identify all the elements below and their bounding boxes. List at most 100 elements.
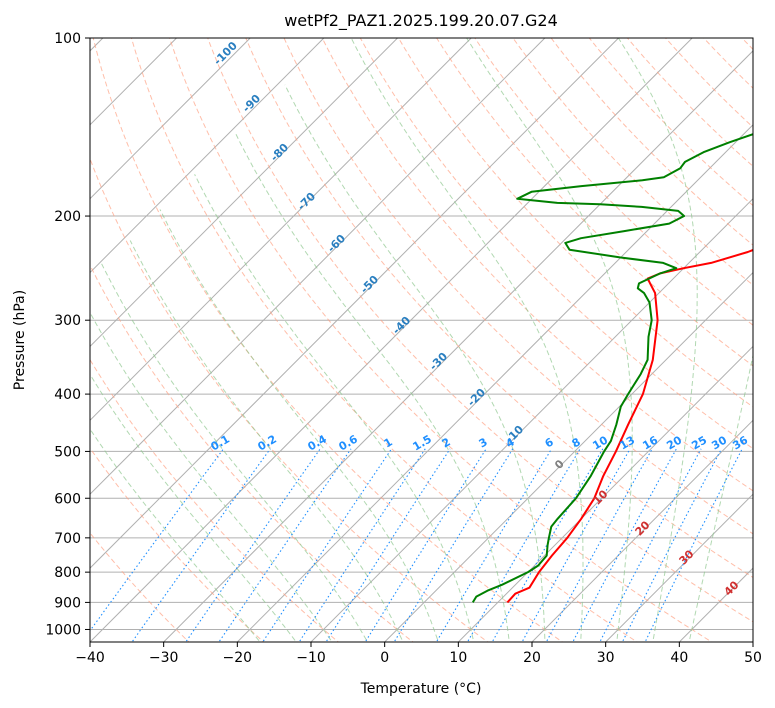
dry-adiabat-label: 30: [677, 547, 697, 567]
y-tick-label: 300: [54, 313, 81, 329]
dry-adiabat: [90, 157, 489, 642]
dry-adiabat: [474, 38, 753, 326]
x-tick-label: 20: [523, 650, 541, 666]
moist-adiabat: [688, 353, 753, 642]
dry-adiabat: [588, 38, 753, 207]
mixing-ratio-line: [435, 448, 553, 642]
isotherm-line: [90, 38, 472, 422]
isotherm-line: [752, 641, 753, 642]
mixing-ratio-line: [185, 448, 321, 642]
mixing-ratio-label: 25: [689, 434, 709, 453]
dry-adiabat-label: -80: [268, 141, 291, 164]
y-tick-label: 400: [54, 387, 81, 403]
moist-adiabat: [350, 38, 584, 642]
mixing-ratio-line: [572, 448, 677, 642]
moist-adiabat: [159, 209, 439, 642]
moist-adiabat: [90, 428, 261, 642]
x-tick-label: −40: [75, 650, 105, 666]
moist-adiabat: [235, 133, 510, 642]
chart-title: wetPf2_PAZ1.2025.199.20.07.G24: [284, 11, 558, 31]
axis-ticks: −40 −30 −20 −10 0 10 20 30 40 5010020030040050060…: [45, 31, 762, 666]
mixing-ratio-label: 20: [664, 433, 684, 452]
mixing-ratio-label: 3: [477, 435, 490, 450]
x-axis-label: Temperature (°C): [360, 681, 482, 697]
mixing-ratio-line: [262, 448, 393, 642]
isotherm-line: [90, 38, 325, 274]
y-axis-label: Pressure (hPa): [12, 290, 28, 390]
y-tick-label: 800: [54, 565, 81, 581]
mixing-ratio-line: [298, 448, 426, 642]
mixing-ratio-label: 1.5: [411, 432, 434, 453]
temperature-profile-line: [506, 248, 753, 604]
dry-adiabat: [359, 38, 753, 450]
moist-adiabat: [90, 311, 333, 642]
x-tick-label: −10: [296, 650, 326, 666]
dry-adiabat: [90, 264, 414, 642]
dry-adiabat: [398, 38, 753, 408]
isotherm-line: [384, 271, 753, 642]
mixing-ratio-line: [466, 448, 581, 642]
dry-adiabat-label: -50: [358, 273, 381, 296]
dry-adiabat: [130, 38, 638, 642]
dry-adiabat: [283, 38, 753, 535]
dry-adiabat: [245, 38, 753, 579]
mixing-ratio-label: 6: [543, 435, 556, 450]
y-tick-label: 500: [54, 444, 81, 460]
isotherm-line: [678, 567, 753, 642]
y-tick-label: 600: [54, 491, 81, 507]
plot-area: -100-90-80-70-60-50-40-30-20-10010203040…: [90, 38, 753, 642]
dry-adiabat: [92, 38, 564, 642]
mixing-ratio-line: [545, 448, 653, 642]
mixing-ratio-line: [325, 448, 451, 642]
dry-adiabat: [512, 38, 753, 286]
moist-adiabat: [284, 84, 546, 642]
dry-adiabat-label: 40: [722, 578, 742, 598]
y-tick-label: 1000: [45, 622, 81, 638]
dry-adiabat-label: -70: [295, 190, 318, 213]
isotherm-line: [90, 38, 251, 200]
dry-adiabat: [741, 38, 753, 51]
x-tick-label: 0: [380, 650, 389, 666]
mixing-ratio-label: 0.6: [337, 432, 361, 453]
moist-adiabat: [194, 174, 475, 642]
mixing-ratio-line: [644, 448, 743, 642]
dry-adiabat: [90, 532, 190, 642]
moist-adiabat: [90, 373, 297, 642]
moist-adiabat: [129, 240, 404, 642]
mixing-ratio-line: [364, 448, 487, 642]
x-tick-label: −30: [149, 650, 179, 666]
dry-adiabat: [90, 358, 340, 642]
dry-adiabat-label: 20: [633, 518, 653, 538]
x-tick-label: 30: [597, 650, 615, 666]
dry-adiabat-label: 10: [591, 487, 611, 507]
isotherm-line: [605, 493, 753, 642]
dry-adiabat-label: -100: [211, 39, 240, 68]
mixing-ratio-line: [621, 448, 722, 642]
mixing-ratio-label: 30: [709, 433, 729, 452]
dry-adiabat-label: 0: [552, 457, 567, 472]
dewpoint-profile-line: [471, 133, 753, 603]
y-tick-label: 700: [54, 531, 81, 547]
moist-adiabat: [617, 38, 698, 642]
dry-adiabat-label: -60: [325, 232, 348, 255]
dry-adiabat: [703, 38, 753, 89]
mixing-ratio-line: [491, 448, 604, 642]
x-tick-label: 40: [670, 650, 688, 666]
mixing-ratio-label: 16: [640, 433, 660, 452]
dry-adiabat-label: -90: [240, 92, 263, 115]
dry-adiabat-label: -30: [427, 350, 450, 373]
isotherm-line: [457, 345, 753, 642]
moist-adiabat: [100, 262, 369, 642]
y-tick-label: 200: [54, 209, 81, 225]
x-tick-label: −20: [223, 650, 253, 666]
plot-frame: [89, 37, 754, 643]
y-tick-label: 900: [54, 595, 81, 611]
mixing-ratio-line: [599, 448, 702, 642]
mixing-ratio-label: 10: [590, 433, 610, 452]
mixing-ratio-line: [218, 448, 352, 642]
mixing-ratio-line: [90, 448, 224, 632]
mixing-ratio-line: [131, 448, 271, 642]
dry-adiabat: [207, 38, 753, 623]
y-tick-label: 100: [54, 31, 81, 47]
